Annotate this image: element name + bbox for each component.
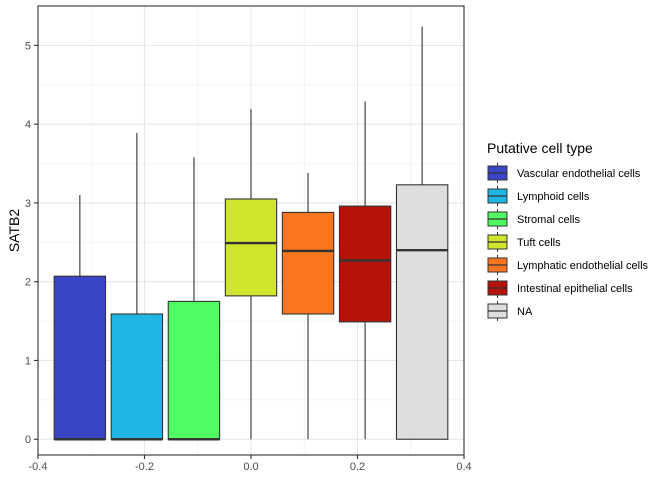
legend-label: Stromal cells (517, 214, 580, 226)
legend-label: NA (517, 306, 533, 318)
box-stromal-cells (167, 157, 221, 441)
legend-item: Stromal cells (487, 209, 580, 229)
y-tick-label: 5 (25, 40, 31, 52)
y-tick-label: 0 (25, 434, 31, 446)
box-body (110, 313, 164, 440)
box-tuft-cells (224, 109, 278, 440)
legend-item: Vascular endothelial cells (487, 163, 641, 183)
y-axis-title: SATB2 (6, 209, 22, 253)
box-lymphatic-endothelial-cells (281, 172, 335, 440)
x-tick-label: 0.4 (456, 461, 471, 473)
axes: -0.4 -0.2 0.0 0.2 0.4 0 1 2 3 4 5 SATB2 (6, 40, 472, 473)
legend-label: Lymphatic endothelial cells (517, 260, 649, 272)
box-na (395, 26, 449, 440)
box-body (53, 275, 107, 440)
legend-item: Intestinal epithelial cells (487, 278, 633, 298)
legend: Putative cell type Vascular endothelial c… (487, 140, 649, 321)
y-tick-label: 2 (25, 277, 31, 289)
x-tick-label: 0.2 (350, 461, 365, 473)
box-body (338, 205, 392, 323)
legend-label: Lymphoid cells (517, 191, 590, 203)
legend-item: NA (487, 301, 533, 321)
box-intestinal-epithelial-cells (338, 101, 392, 440)
box-body (395, 184, 449, 440)
legend-item: Lymphatic endothelial cells (487, 255, 649, 275)
legend-item: Tuft cells (487, 232, 561, 252)
y-tick-label: 4 (25, 119, 31, 131)
x-tick-label: -0.4 (29, 461, 48, 473)
x-tick-label: 0.0 (243, 461, 258, 473)
box-body (224, 198, 278, 297)
legend-label: Vascular endothelial cells (517, 168, 641, 180)
box-lymphoid-cells (110, 132, 164, 441)
legend-title: Putative cell type (487, 140, 593, 156)
y-tick-label: 3 (25, 198, 31, 210)
x-tick-label: -0.2 (135, 461, 154, 473)
legend-label: Tuft cells (517, 237, 561, 249)
y-tick-label: 1 (25, 355, 31, 367)
box-vascular-endothelial-cells (53, 195, 107, 441)
legend-item: Lymphoid cells (487, 186, 590, 206)
box-body (281, 211, 335, 315)
boxes (53, 26, 449, 441)
box-body (167, 300, 221, 440)
legend-label: Intestinal epithelial cells (517, 283, 633, 295)
